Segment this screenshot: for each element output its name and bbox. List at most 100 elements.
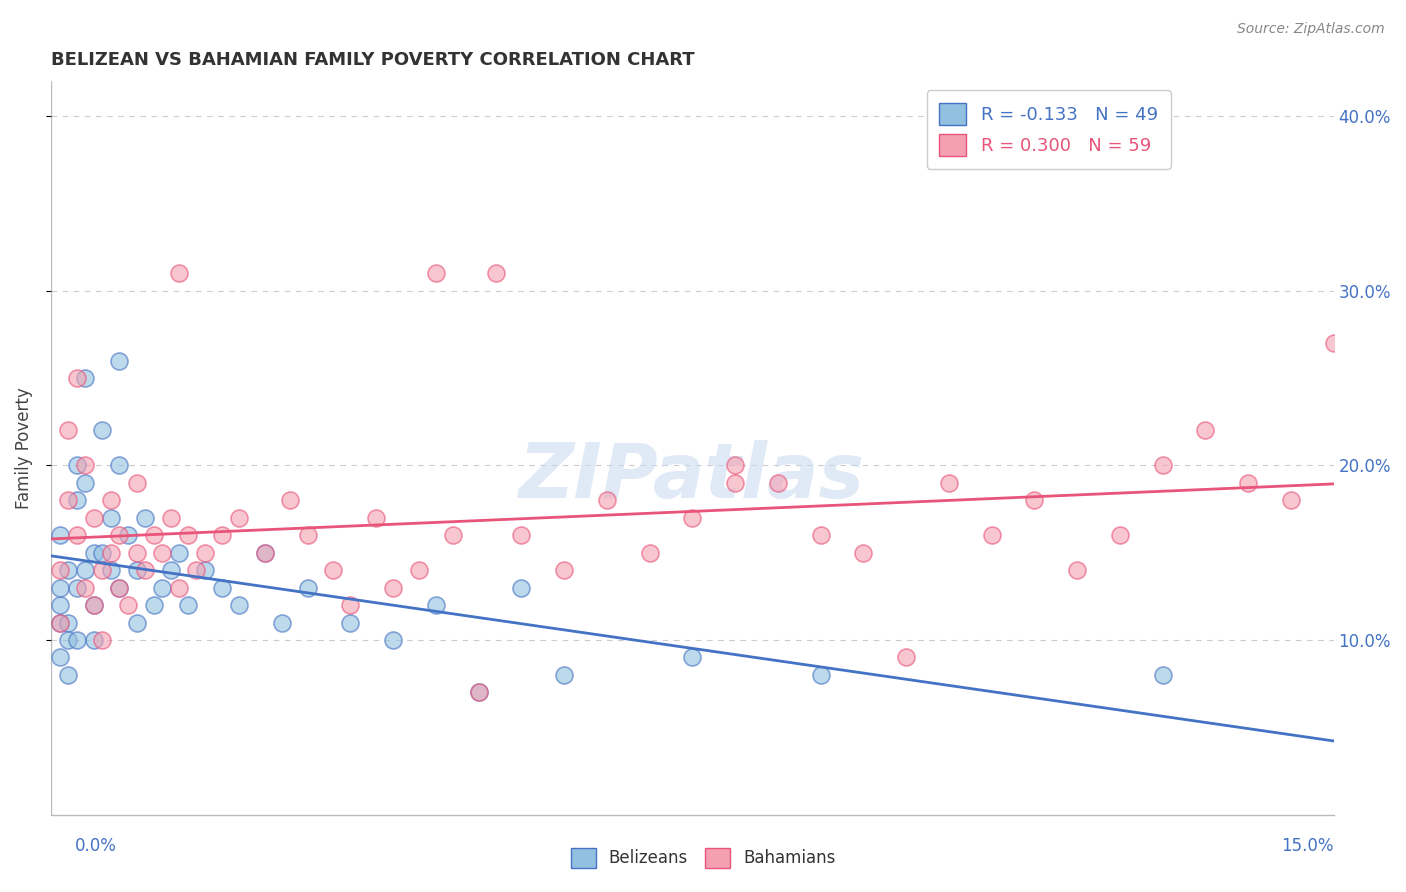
Point [297,581,319,595]
Point [75,563,97,577]
Point [211,528,233,542]
Point [83,598,105,612]
Point [91,563,114,577]
Legend: R = -0.133   N = 49, R = 0.300   N = 59: R = -0.133 N = 49, R = 0.300 N = 59 [927,90,1171,169]
Point [1237,475,1260,490]
Point [108,581,131,595]
Point [48,615,70,630]
Point [211,581,233,595]
Point [108,581,131,595]
Point [117,598,139,612]
Point [186,563,208,577]
Point [83,598,105,612]
Point [56,632,79,647]
Point [56,424,79,438]
Text: BELIZEAN VS BAHAMIAN FAMILY POVERTY CORRELATION CHART: BELIZEAN VS BAHAMIAN FAMILY POVERTY CORR… [51,51,695,69]
Point [48,581,70,595]
Point [1152,458,1174,473]
Point [1152,668,1174,682]
Point [83,546,105,560]
Point [810,668,832,682]
Point [228,598,250,612]
Point [382,581,405,595]
Point [364,510,387,524]
Point [75,458,97,473]
Point [596,493,619,508]
Point [48,528,70,542]
Point [938,475,960,490]
Point [125,563,148,577]
Point [56,563,79,577]
Point [125,475,148,490]
Point [339,598,361,612]
Point [100,493,122,508]
Point [441,528,464,542]
Point [108,528,131,542]
Point [1194,424,1216,438]
Point [681,510,703,524]
Point [980,528,1002,542]
Point [117,528,139,542]
Point [1323,336,1346,351]
Point [553,668,575,682]
Point [75,581,97,595]
Text: 15.0%: 15.0% [1281,837,1334,855]
Point [253,546,276,560]
Text: ZIPatlas: ZIPatlas [519,441,865,515]
Point [48,598,70,612]
Point [271,615,294,630]
Point [83,510,105,524]
Point [48,650,70,665]
Point [408,563,430,577]
Point [66,581,89,595]
Point [150,581,173,595]
Point [253,546,276,560]
Point [894,650,917,665]
Point [159,563,181,577]
Point [297,528,319,542]
Point [56,668,79,682]
Point [56,493,79,508]
Point [339,615,361,630]
Point [108,458,131,473]
Point [194,546,217,560]
Point [169,546,191,560]
Point [150,546,173,560]
Point [280,493,302,508]
Point [425,266,447,280]
Point [100,563,122,577]
Point [177,598,200,612]
Text: 0.0%: 0.0% [75,837,117,855]
Point [485,266,508,280]
Point [56,615,79,630]
Point [638,546,661,560]
Point [100,546,122,560]
Point [724,475,747,490]
Legend: Belizeans, Bahamians: Belizeans, Bahamians [564,841,842,875]
Point [681,650,703,665]
Point [83,632,105,647]
Point [228,510,250,524]
Point [75,475,97,490]
Point [553,563,575,577]
Point [100,510,122,524]
Point [142,528,165,542]
Point [467,685,489,699]
Point [66,371,89,385]
Point [810,528,832,542]
Point [766,475,789,490]
Point [108,353,131,368]
Point [852,546,875,560]
Point [134,510,156,524]
Point [66,493,89,508]
Point [48,563,70,577]
Point [382,632,405,647]
Point [91,424,114,438]
Point [1279,493,1302,508]
Point [177,528,200,542]
Point [125,615,148,630]
Y-axis label: Family Poverty: Family Poverty [15,387,32,508]
Point [510,528,533,542]
Point [1066,563,1088,577]
Point [467,685,489,699]
